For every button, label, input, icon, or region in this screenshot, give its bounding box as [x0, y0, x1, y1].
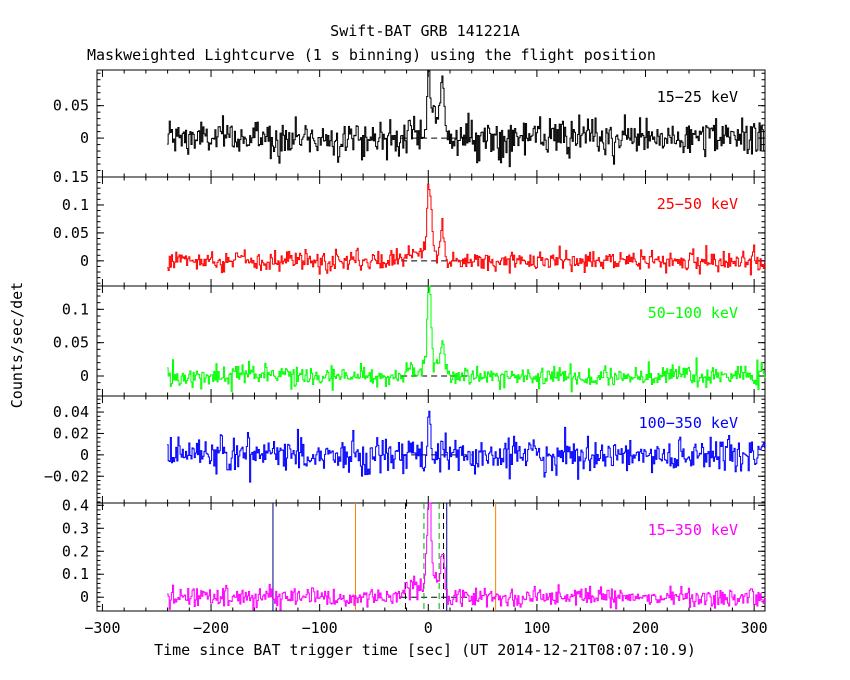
x-axis-label: Time since BAT trigger time [sec] (UT 20… [154, 641, 696, 659]
panel-band-label: 15−25 keV [657, 88, 738, 106]
panels-group: 0 0.05 15−25 keV 0 0.05 0.1 0.15 25−50 keV 0 0.05… [44, 69, 766, 612]
y-axis-label: Counts/sec/det [8, 282, 26, 408]
y-tick-label: 0.4 [62, 496, 89, 514]
lightcurve-series [167, 502, 766, 611]
y-tick-label: 0 [80, 446, 89, 464]
panel-50-100-kev: 0 0.05 0.1 50−100 keV [53, 285, 766, 397]
y-tick-label: 0.2 [62, 542, 89, 560]
panel-band-label: 100−350 keV [639, 414, 738, 432]
y-tick-label: 0.15 [53, 168, 89, 186]
lightcurve-series [167, 410, 766, 483]
x-tick-label: 200 [632, 619, 659, 637]
y-tick-label: 0 [80, 588, 89, 606]
chart-subtitle: Maskweighted Lightcurve (1 s binning) us… [87, 46, 656, 64]
panel-15-25-kev: 0 0.05 15−25 keV [53, 69, 766, 178]
x-axis: −300 −200 −100 0 100 200 300 [84, 619, 767, 637]
panel-100-350-kev: −0.02 0 0.02 0.04 100−350 keV [44, 395, 766, 504]
panel-band-label: 15−350 keV [648, 521, 738, 539]
panel-band-label: 50−100 keV [648, 304, 738, 322]
y-tick-label: 0.02 [53, 424, 89, 442]
x-tick-label: 100 [523, 619, 550, 637]
y-tick-label: 0.04 [53, 403, 89, 421]
x-tick-label: 300 [741, 619, 768, 637]
y-tick-label: 0.1 [62, 565, 89, 583]
y-tick-label: 0.05 [53, 97, 89, 115]
y-tick-label: 0.05 [53, 334, 89, 352]
y-tick-label: 0 [80, 367, 89, 385]
chart-title: Swift-BAT GRB 141221A [330, 22, 520, 40]
y-tick-label: 0.1 [62, 300, 89, 318]
y-tick-label: 0 [80, 252, 89, 270]
panel-band-label: 25−50 keV [657, 195, 738, 213]
x-tick-label: −300 [84, 619, 120, 637]
x-tick-label: −200 [193, 619, 229, 637]
lightcurve-series [167, 285, 766, 393]
x-tick-label: −100 [302, 619, 338, 637]
lightcurve-series [167, 69, 766, 168]
panel-15-350-kev: 0 0.1 0.2 0.3 0.4 15−350 keV [62, 496, 766, 612]
y-tick-label: 0 [80, 129, 89, 147]
y-tick-label: 0.1 [62, 196, 89, 214]
y-tick-label: −0.02 [44, 467, 89, 485]
y-tick-label: 0.3 [62, 519, 89, 537]
y-tick-label: 0.05 [53, 224, 89, 242]
x-tick-label: 0 [424, 619, 433, 637]
lightcurve-series [167, 183, 766, 276]
